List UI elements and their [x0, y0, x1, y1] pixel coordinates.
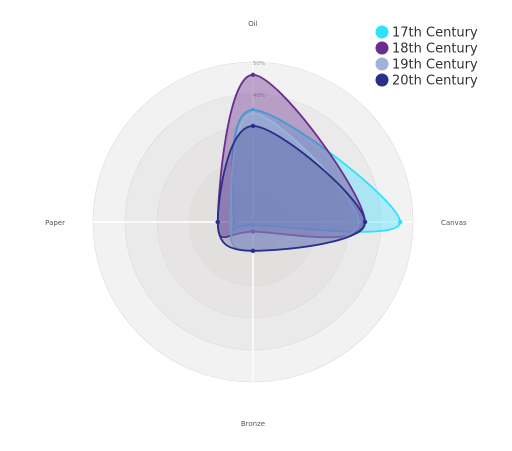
legend-swatch-18th-century [375, 41, 389, 55]
data-point-20th-century-bronze[interactable] [250, 248, 256, 253]
tick-label: 50% [253, 61, 265, 67]
data-point-19th-century-canvas[interactable] [356, 219, 361, 225]
legend-swatch-20th-century [375, 73, 389, 87]
legend-label-18th-century: 18th Century [392, 42, 478, 57]
legend-label-19th-century: 19th Century [392, 58, 478, 73]
legend-item-18th-century[interactable]: 18th Century [375, 41, 479, 57]
data-point-20th-century-paper[interactable] [215, 219, 220, 225]
axis-labels: Oil Canvas Bronze Paper [45, 20, 467, 428]
series-20th-century [215, 123, 368, 253]
data-point-17th-century-canvas[interactable] [398, 219, 403, 225]
data-point-17th-century-oil[interactable] [250, 107, 256, 113]
legend-swatch-19th-century [375, 57, 389, 71]
tick-label: 40% [253, 93, 265, 99]
data-point-18th-century-oil[interactable] [250, 72, 256, 78]
axis-label-bronze: Bronze [241, 420, 265, 428]
series-group [215, 72, 403, 253]
data-point-19th-century-paper[interactable] [228, 219, 233, 225]
data-point-19th-century-oil[interactable] [250, 111, 256, 116]
axis-label-paper: Paper [45, 219, 65, 227]
legend-label-17th-century: 17th Century [392, 26, 478, 41]
legend-item-19th-century[interactable]: 19th Century [375, 57, 479, 73]
series-area-20th-century [216, 125, 366, 252]
axis-label-canvas: Canvas [441, 219, 467, 227]
legend-swatch-17th-century [375, 25, 389, 39]
data-point-20th-century-oil[interactable] [250, 123, 256, 129]
legend-label-20th-century: 20th Century [392, 74, 478, 89]
legend-item-17th-century[interactable]: 17th Century [375, 25, 479, 41]
legend-item-20th-century[interactable]: 20th Century [375, 73, 479, 89]
data-point-20th-century-canvas[interactable] [362, 219, 368, 225]
axis-label-oil: Oil [248, 20, 257, 28]
